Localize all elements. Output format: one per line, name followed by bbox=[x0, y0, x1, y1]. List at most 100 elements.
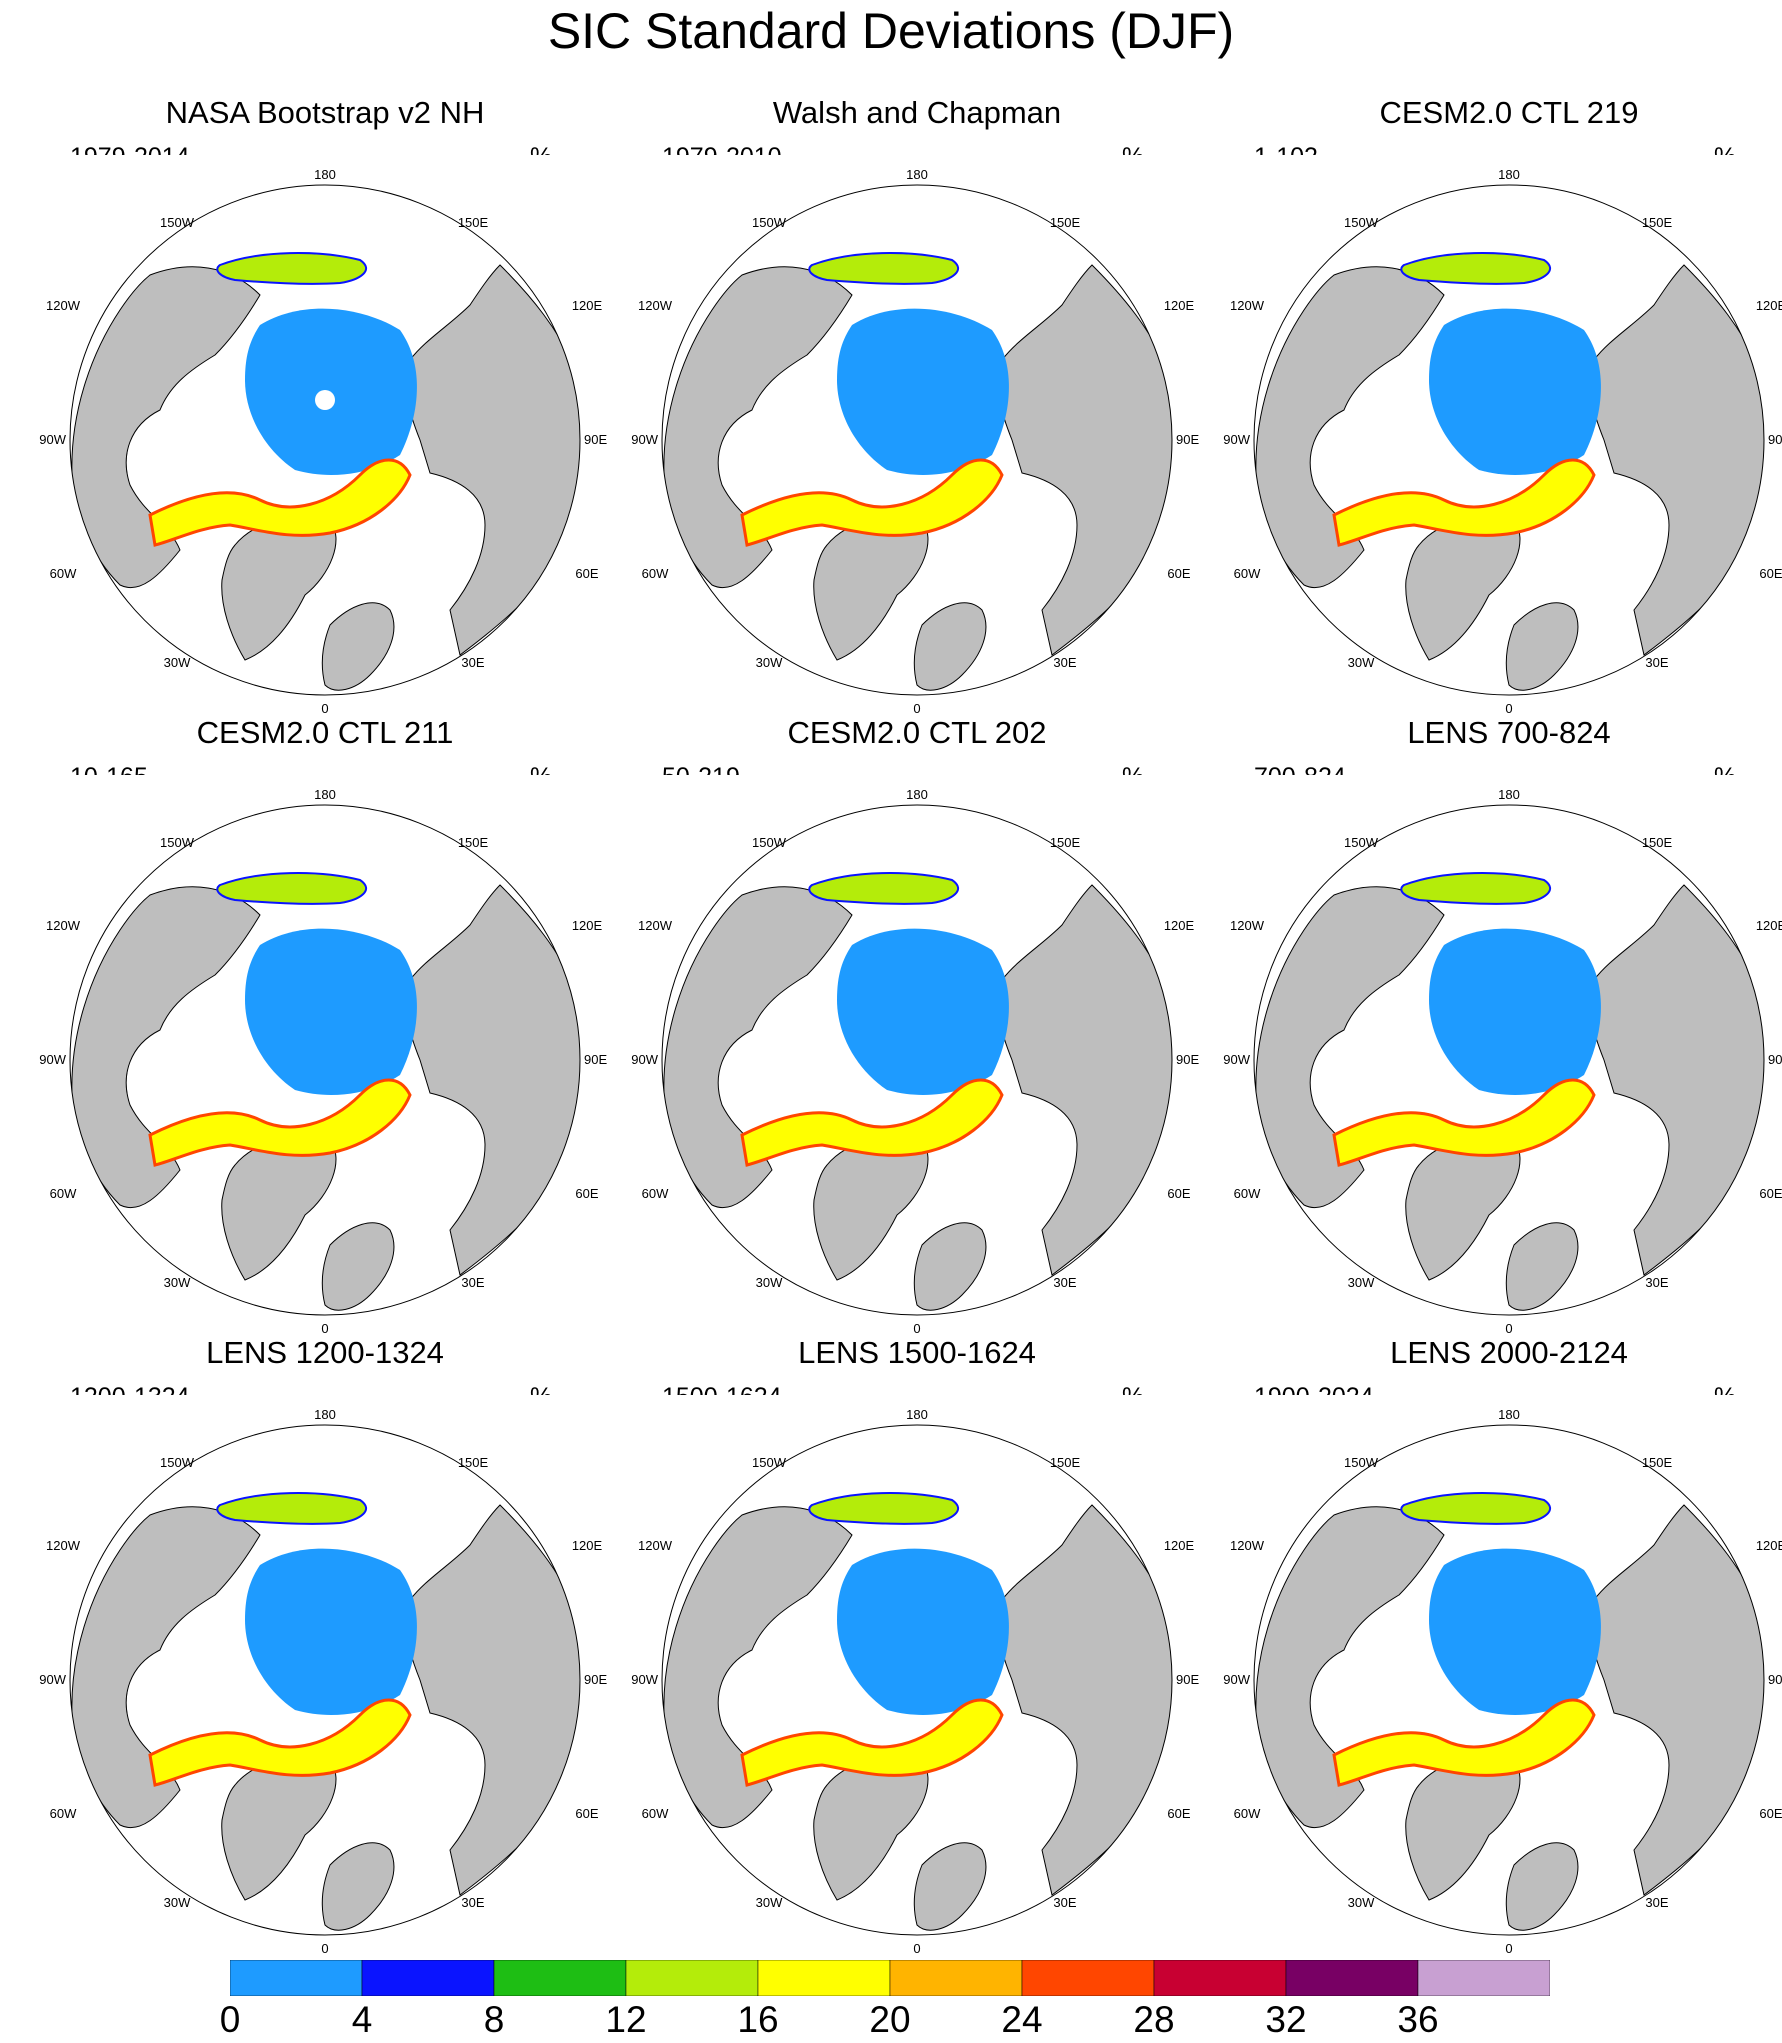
polar-map: 180 150W 150E 120W 120E 90W 90E 60W 60E 30W 30E 0 bbox=[622, 155, 1212, 725]
colorbar-swatch bbox=[230, 1960, 363, 1996]
longitude-label: 30E bbox=[461, 1895, 484, 1910]
longitude-label: 150E bbox=[1642, 835, 1673, 850]
longitude-label: 120W bbox=[638, 1538, 673, 1553]
map-panel: CESM2.0 CTL 21110-165%180150W150E120W120… bbox=[30, 715, 620, 1345]
longitude-label: 30E bbox=[1645, 1275, 1668, 1290]
land-mass bbox=[997, 884, 1172, 1276]
longitude-label: 0 bbox=[321, 1321, 328, 1336]
sea-ice-variability bbox=[245, 308, 417, 475]
longitude-label: 120E bbox=[1164, 918, 1195, 933]
longitude-label: 180 bbox=[1498, 1407, 1520, 1422]
longitude-label: 30E bbox=[1053, 655, 1076, 670]
longitude-label: 60E bbox=[575, 1186, 598, 1201]
sea-ice-variability bbox=[1429, 308, 1601, 475]
colorbar-swatch bbox=[1285, 1960, 1419, 1996]
panel-title: LENS 700-824 bbox=[1407, 715, 1611, 750]
map-boundary bbox=[661, 1424, 1173, 1936]
longitude-label: 150W bbox=[752, 215, 787, 230]
colorbar-label: 0 bbox=[219, 1999, 241, 2040]
land-mass bbox=[1589, 264, 1764, 656]
land-mass bbox=[913, 602, 987, 691]
land-mass bbox=[1505, 1222, 1579, 1311]
longitude-label: 150E bbox=[458, 835, 489, 850]
colorbar-swatch bbox=[625, 1960, 759, 1996]
longitude-label: 180 bbox=[1498, 167, 1520, 182]
colorbar-swatch bbox=[757, 1960, 891, 1996]
map-panel: LENS 700-824700-824%180150W150E120W120E9… bbox=[1214, 715, 1782, 1345]
longitude-label: 30W bbox=[756, 1275, 783, 1290]
sea-ice-variability bbox=[216, 252, 368, 285]
land-mass bbox=[997, 1504, 1172, 1896]
colorbar-label: 12 bbox=[605, 1999, 647, 2040]
longitude-label: 120E bbox=[572, 1538, 603, 1553]
sea-ice-variability bbox=[216, 1492, 368, 1525]
longitude-label: 30W bbox=[756, 1895, 783, 1910]
longitude-label: 90E bbox=[1176, 432, 1199, 447]
land-mass bbox=[405, 1504, 580, 1896]
longitude-label: 90E bbox=[1176, 1052, 1199, 1067]
longitude-label: 180 bbox=[906, 1407, 928, 1422]
map-boundary bbox=[69, 184, 581, 696]
map-panel: LENS 2000-21241900-2024%180150W150E120W1… bbox=[1214, 1335, 1782, 1965]
map-boundary bbox=[661, 804, 1173, 1316]
longitude-label: 150E bbox=[1050, 1455, 1081, 1470]
sea-ice-variability bbox=[1400, 872, 1552, 905]
longitude-label: 150W bbox=[1344, 835, 1379, 850]
sea-ice-variability bbox=[148, 1078, 412, 1167]
land-mass bbox=[1505, 1842, 1579, 1931]
longitude-label: 60E bbox=[575, 1806, 598, 1821]
panel-title: LENS 2000-2124 bbox=[1390, 1335, 1628, 1370]
sea-ice-variability bbox=[740, 1698, 1004, 1787]
longitude-label: 90W bbox=[39, 432, 66, 447]
colorbar bbox=[230, 1960, 1550, 1996]
longitude-label: 30W bbox=[756, 655, 783, 670]
longitude-label: 120E bbox=[572, 298, 603, 313]
longitude-label: 60E bbox=[1759, 1186, 1782, 1201]
sea-ice-variability bbox=[1400, 252, 1552, 285]
longitude-label: 120E bbox=[1756, 298, 1782, 313]
land-mass bbox=[321, 1222, 395, 1311]
map-panel: NASA Bootstrap v2 NH1979-2014%180150W150… bbox=[30, 95, 620, 725]
longitude-label: 60W bbox=[642, 1806, 669, 1821]
longitude-label: 150E bbox=[458, 215, 489, 230]
colorbar-swatch bbox=[1417, 1960, 1550, 1996]
colorbar-label: 20 bbox=[869, 1999, 911, 2040]
land-mass bbox=[1505, 602, 1579, 691]
longitude-label: 120E bbox=[572, 918, 603, 933]
colorbar-swatch bbox=[361, 1960, 495, 1996]
longitude-label: 90E bbox=[584, 432, 607, 447]
land-mass bbox=[405, 264, 580, 656]
longitude-label: 150W bbox=[160, 215, 195, 230]
longitude-label: 60E bbox=[1759, 1806, 1782, 1821]
panel-title: LENS 1500-1624 bbox=[798, 1335, 1036, 1370]
longitude-label: 0 bbox=[1505, 701, 1512, 716]
panel-title: CESM2.0 CTL 211 bbox=[196, 715, 454, 750]
longitude-label: 150W bbox=[752, 1455, 787, 1470]
longitude-label: 90W bbox=[631, 1672, 658, 1687]
longitude-label: 90E bbox=[584, 1052, 607, 1067]
longitude-label: 60W bbox=[50, 566, 77, 581]
sea-ice-variability bbox=[148, 1698, 412, 1787]
sea-ice-variability bbox=[148, 458, 412, 547]
longitude-label: 150E bbox=[458, 1455, 489, 1470]
longitude-label: 90W bbox=[631, 1052, 658, 1067]
longitude-label: 180 bbox=[1498, 787, 1520, 802]
longitude-label: 60E bbox=[1167, 1186, 1190, 1201]
longitude-label: 60E bbox=[1759, 566, 1782, 581]
land-mass bbox=[321, 602, 395, 691]
longitude-label: 120E bbox=[1164, 298, 1195, 313]
sea-ice-variability bbox=[808, 1492, 960, 1525]
longitude-label: 90W bbox=[1223, 1052, 1250, 1067]
longitude-label: 60W bbox=[1234, 1186, 1261, 1201]
longitude-label: 60E bbox=[1167, 566, 1190, 581]
longitude-label: 30E bbox=[1645, 655, 1668, 670]
map-panel: CESM2.0 CTL 20250-219%180150W150E120W120… bbox=[622, 715, 1212, 1345]
longitude-label: 180 bbox=[314, 787, 336, 802]
map-boundary bbox=[69, 804, 581, 1316]
longitude-label: 0 bbox=[1505, 1321, 1512, 1336]
sea-ice-variability bbox=[808, 252, 960, 285]
colorbar-swatch bbox=[1021, 1960, 1155, 1996]
panel-title: Walsh and Chapman bbox=[772, 95, 1062, 130]
colorbar-swatch bbox=[889, 1960, 1023, 1996]
longitude-label: 120W bbox=[46, 1538, 81, 1553]
